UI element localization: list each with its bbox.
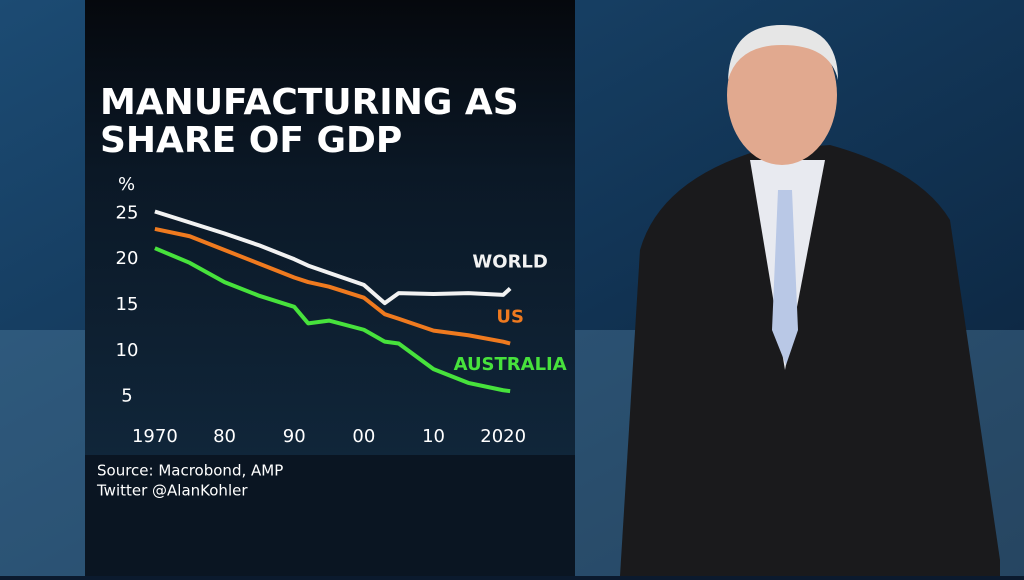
series-line bbox=[154, 246, 511, 394]
x-tick-label: 10 bbox=[422, 426, 445, 447]
chart-title: SHARE OF GDP bbox=[100, 120, 402, 161]
series-line bbox=[154, 209, 512, 306]
source-note: Twitter @AlanKohler bbox=[96, 482, 248, 500]
y-axis-label: % bbox=[118, 174, 135, 195]
source-panel bbox=[85, 455, 575, 576]
source-note: Source: Macrobond, AMP bbox=[97, 462, 283, 480]
x-tick-label: 00 bbox=[352, 426, 375, 447]
series-label: WORLD bbox=[472, 252, 547, 273]
x-tick-label: 80 bbox=[213, 426, 236, 447]
y-tick-label: 10 bbox=[116, 340, 139, 361]
chart-title: MANUFACTURING AS bbox=[100, 82, 519, 123]
y-tick-label: 15 bbox=[116, 294, 139, 315]
y-tick-label: 5 bbox=[121, 386, 132, 407]
presenter bbox=[620, 25, 1000, 576]
x-tick-label: 2020 bbox=[480, 426, 526, 447]
series-line bbox=[154, 226, 511, 346]
x-tick-label: 90 bbox=[283, 426, 306, 447]
y-tick-label: 20 bbox=[116, 248, 139, 269]
series-label: US bbox=[496, 307, 524, 328]
x-tick-label: 1970 bbox=[132, 426, 178, 447]
y-tick-label: 25 bbox=[116, 202, 139, 223]
series-label: AUSTRALIA bbox=[454, 354, 567, 375]
